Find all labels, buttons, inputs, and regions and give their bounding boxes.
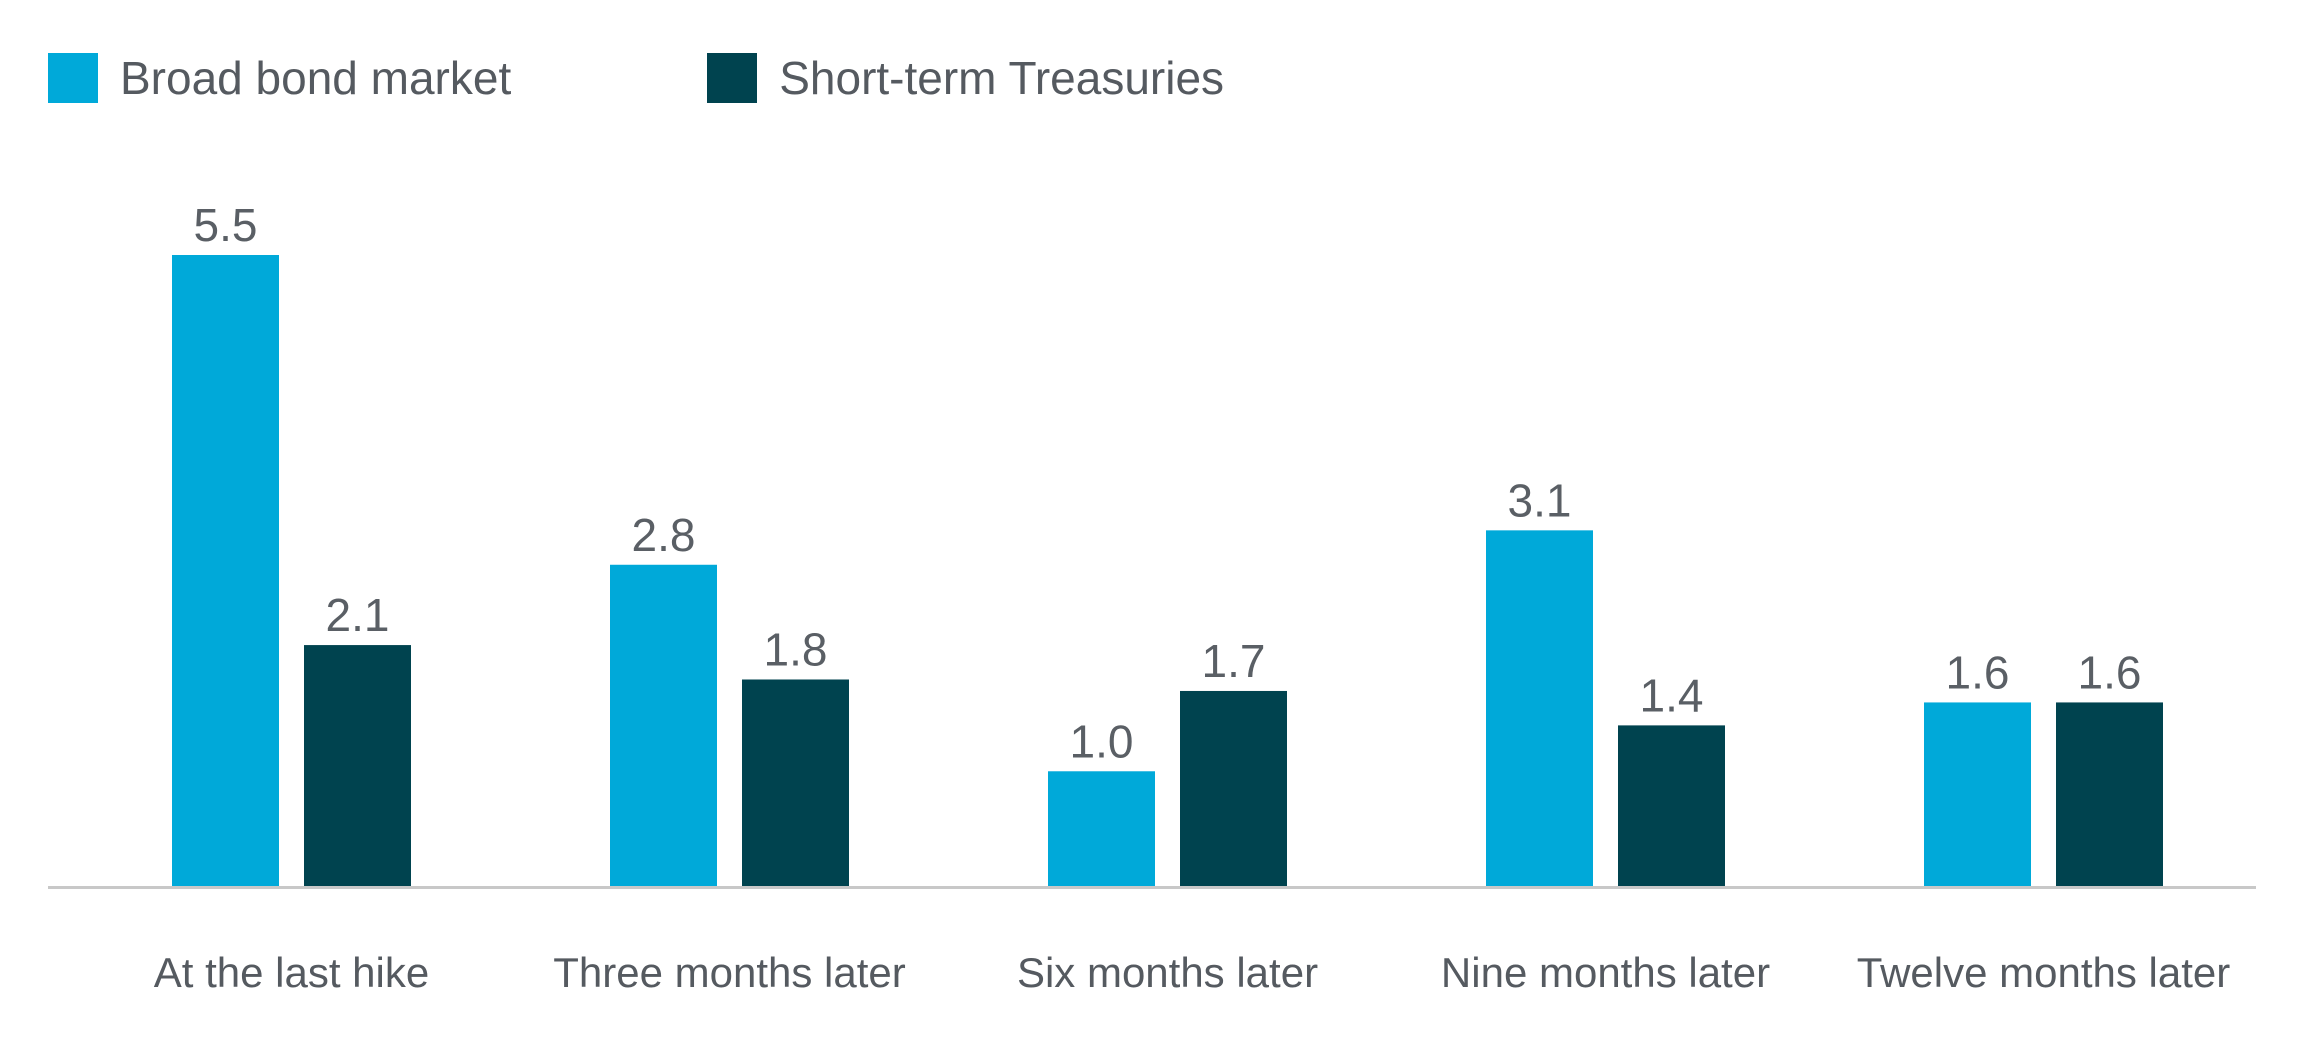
data-label-short-term-treasuries-three-months-later: 1.8 <box>764 623 828 675</box>
bar-short-term-treasuries-nine-months-later <box>1618 725 1725 886</box>
data-label-broad-bond-market-six-months-later: 1.0 <box>1070 715 1134 767</box>
legend-item-short-term-treasuries: Short-term Treasuries <box>707 51 1224 105</box>
x-tick-label-six-months-later: Six months later <box>1017 949 1318 996</box>
bar-broad-bond-market-six-months-later <box>1048 771 1155 886</box>
x-tick-label-at-the-last-hike: At the last hike <box>154 949 429 996</box>
legend-swatch-short-term-treasuries <box>707 53 758 103</box>
data-label-broad-bond-market-twelve-months-later: 1.6 <box>1946 646 2010 698</box>
data-label-short-term-treasuries-at-the-last-hike: 2.1 <box>326 589 390 641</box>
bar-broad-bond-market-at-the-last-hike <box>172 255 279 886</box>
data-label-broad-bond-market-three-months-later: 2.8 <box>632 509 696 561</box>
x-tick-label-three-months-later: Three months later <box>553 949 906 996</box>
data-label-short-term-treasuries-six-months-later: 1.7 <box>1202 635 1266 687</box>
x-tick-label-nine-months-later: Nine months later <box>1441 949 1770 996</box>
bar-broad-bond-market-nine-months-later <box>1486 530 1593 886</box>
bar-short-term-treasuries-twelve-months-later <box>2056 702 2163 886</box>
bar-broad-bond-market-three-months-later <box>610 564 717 886</box>
legend-item-broad-bond-market: Broad bond market <box>48 51 511 105</box>
bar-short-term-treasuries-six-months-later <box>1180 690 1287 886</box>
data-label-short-term-treasuries-twelve-months-later: 1.6 <box>2078 646 2142 698</box>
data-label-broad-bond-market-at-the-last-hike: 5.5 <box>194 199 258 251</box>
legend-label-broad-bond-market: Broad bond market <box>120 52 512 104</box>
legend-swatch-broad-bond-market <box>48 53 98 103</box>
bar-short-term-treasuries-three-months-later <box>742 679 849 886</box>
bar-broad-bond-market-twelve-months-later <box>1924 702 2031 886</box>
bar-short-term-treasuries-at-the-last-hike <box>304 645 411 886</box>
data-label-short-term-treasuries-nine-months-later: 1.4 <box>1640 669 1704 721</box>
legend-label-short-term-treasuries: Short-term Treasuries <box>779 52 1225 104</box>
chart-legend: Broad bond market Short-term Treasuries <box>48 50 1420 106</box>
x-tick-label-twelve-months-later: Twelve months later <box>1857 949 2231 996</box>
data-label-broad-bond-market-nine-months-later: 3.1 <box>1508 474 1572 526</box>
